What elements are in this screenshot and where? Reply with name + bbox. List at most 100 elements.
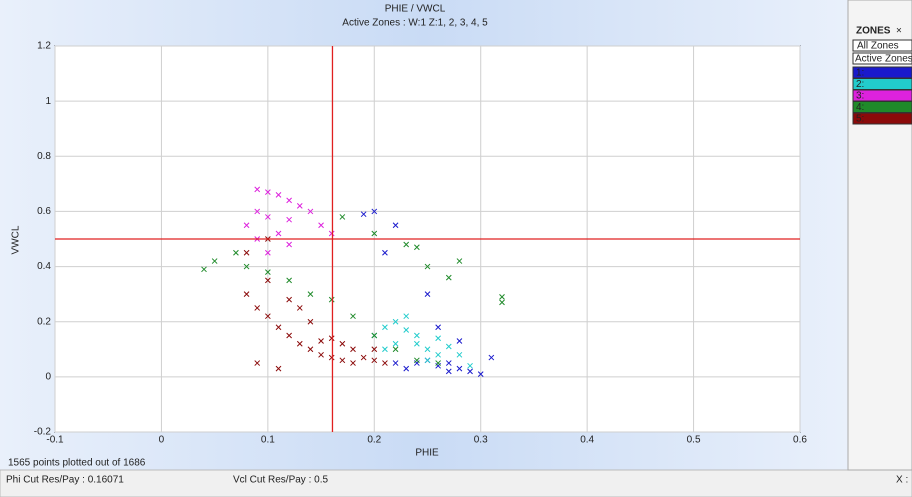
zones-title: ZONES [856,26,891,37]
zone-label: 4: [856,102,864,113]
x-tick-label: 0.6 [793,435,807,446]
scatter-point [435,324,441,331]
scatter-point [286,241,292,248]
scatter-point [328,230,335,237]
scatter-point [243,263,250,270]
scatter-point [318,351,324,358]
y-tick-label: 0 [45,371,51,382]
scatter-point [499,294,505,300]
scatter-point [371,230,378,237]
scatter-point [339,357,346,364]
scatter-point [456,365,463,372]
phi-cut-status: Phi Cut Res/Pay : 0.16071 [6,475,124,486]
scatter-point [328,335,335,342]
all-zones-button[interactable] [852,39,912,52]
zone-swatch[interactable] [852,112,912,125]
scatter-point [488,354,495,361]
scatter-point [477,371,484,377]
scatter-point [382,324,388,331]
scatter-point [403,327,410,333]
y-tick-label: 0.2 [37,316,51,327]
scatter-point [275,192,282,198]
scatter-point [414,332,420,339]
scatter-point [392,360,399,366]
scatter-point [435,335,441,342]
scatter-point [445,360,452,366]
x-tick-label: 0.1 [261,435,275,446]
scatter-point [265,313,271,320]
scatter-point [328,354,335,361]
active-zones-label: Active Zones [855,54,912,65]
scatter-point [403,241,410,248]
scatter-point [211,258,218,264]
y-tick-label: 0.6 [37,206,51,217]
scatter-point [371,346,378,353]
scatter-point [307,318,314,325]
scatter-point [424,263,431,270]
scatter-point [467,368,473,375]
vcl-cut-status: Vcl Cut Res/Pay : 0.5 [233,475,328,486]
scatter-point [371,208,378,215]
x-readout: X : [896,475,908,486]
scatter-point [403,365,410,372]
scatter-point [392,346,399,353]
y-axis-label: VWCL [11,225,22,254]
scatter-point [296,305,303,311]
active-zones-button[interactable] [852,52,912,65]
scatter-point [382,346,388,353]
scatter-point [435,351,441,358]
scatter-point [254,186,261,193]
x-tick-label: 0 [159,435,165,446]
scatter-point [499,299,505,306]
scatter-point [254,360,261,366]
scatter-point [403,313,410,320]
scatter-point [382,360,388,366]
zone-label: 1: [856,68,864,79]
scatter-point [265,249,271,256]
zone-label: 5: [856,114,864,125]
scatter-point [286,277,292,284]
scatter-point [307,291,314,297]
scatter-point [339,214,346,220]
scatter-point [296,203,303,209]
scatter-point [414,244,420,251]
chart-subtitle: Active Zones : W:1 Z:1, 2, 3, 4, 5 [342,18,488,29]
scatter-point [318,222,324,229]
zone-label: 2: [856,79,864,90]
scatter-point [360,211,367,218]
scatter-point [233,249,239,256]
scatter-point [296,340,303,347]
scatter-point [339,340,346,347]
scatter-point [392,318,399,325]
scatter-point [328,296,335,303]
scatter-point [286,216,292,223]
scatter-point [254,208,261,215]
x-tick-label: 0.5 [687,435,701,446]
scatter-point [265,269,271,275]
scatter-point [424,346,431,353]
scatter-point [445,368,452,375]
scatter-point [414,357,420,364]
scatter-point [286,296,292,303]
scatter-point [265,214,271,220]
y-tick-label: 1 [45,96,51,107]
scatter-point [243,291,250,297]
all-zones-label: All Zones [857,41,899,52]
scatter-point [350,360,356,366]
scatter-point [435,360,441,366]
scatter-point [286,332,292,339]
y-tick-label: 0.4 [37,261,51,272]
scatter-point [201,266,207,273]
scatter-point [350,346,356,353]
zones-close[interactable]: × [896,26,902,37]
x-axis-label: PHIE [415,448,439,459]
y-tick-label: 0.8 [37,151,51,162]
scatter-point [243,249,250,256]
scatter-point [350,313,356,320]
scatter-point [445,274,452,281]
scatter-point [265,189,271,195]
scatter-point [424,357,431,364]
scatter-point [307,346,314,353]
scatter-point [392,222,399,229]
